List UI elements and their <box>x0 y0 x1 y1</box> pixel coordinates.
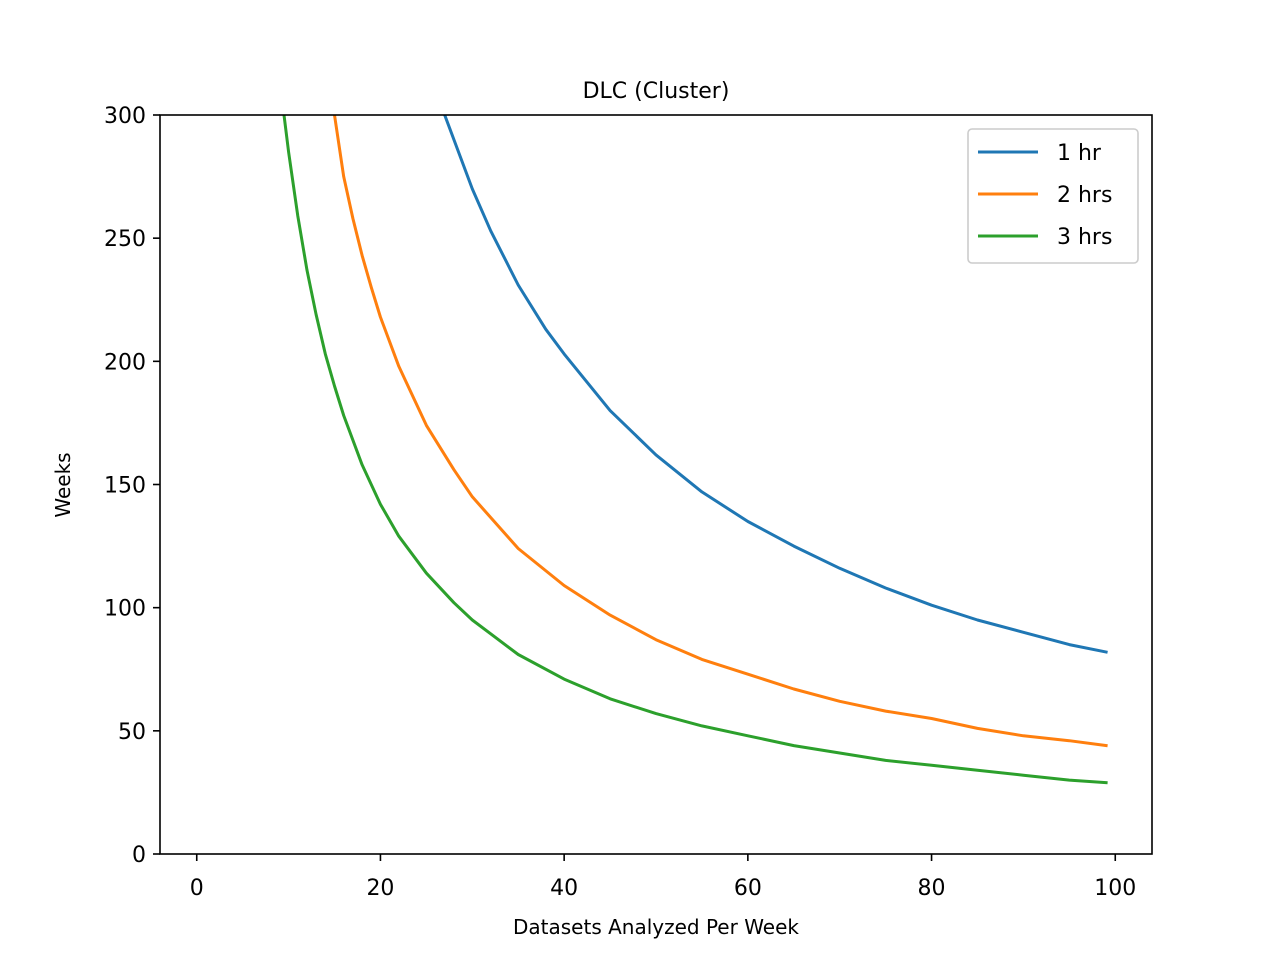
legend: 1 hr 2 hrs 3 hrs <box>967 128 1139 264</box>
series-layer <box>282 115 1108 785</box>
x-tick-label: 40 <box>550 876 578 901</box>
series-line-2 <box>332 115 1108 748</box>
axes-layer: 0 20 40 60 80 100 0 50 100 150 200 250 300 <box>104 104 1153 901</box>
y-tick-label: 300 <box>104 104 146 129</box>
x-tick-label: 0 <box>190 876 204 901</box>
x-tick-label: 100 <box>1094 876 1136 901</box>
y-tick-label: 200 <box>104 350 146 375</box>
series-line-3 <box>282 115 1108 785</box>
legend-label-3: 3 hrs <box>1057 225 1112 250</box>
y-tick-label: 100 <box>104 597 146 622</box>
chart-title: DLC (Cluster) <box>583 79 730 104</box>
legend-box <box>967 128 1139 264</box>
x-axis-label: Datasets Analyzed Per Week <box>513 915 799 939</box>
x-tick-label: 60 <box>734 876 762 901</box>
y-tick-label: 150 <box>104 474 146 499</box>
y-tick-label: 50 <box>118 720 146 745</box>
series-line-1 <box>443 115 1108 654</box>
y-tick-label: 0 <box>132 843 146 868</box>
x-tick-label: 80 <box>918 876 946 901</box>
x-tick-label: 20 <box>366 876 394 901</box>
legend-label-2: 2 hrs <box>1057 183 1112 208</box>
y-tick-label: 250 <box>104 227 146 252</box>
y-axis-label: Weeks <box>51 452 75 517</box>
legend-label-1: 1 hr <box>1057 141 1102 166</box>
